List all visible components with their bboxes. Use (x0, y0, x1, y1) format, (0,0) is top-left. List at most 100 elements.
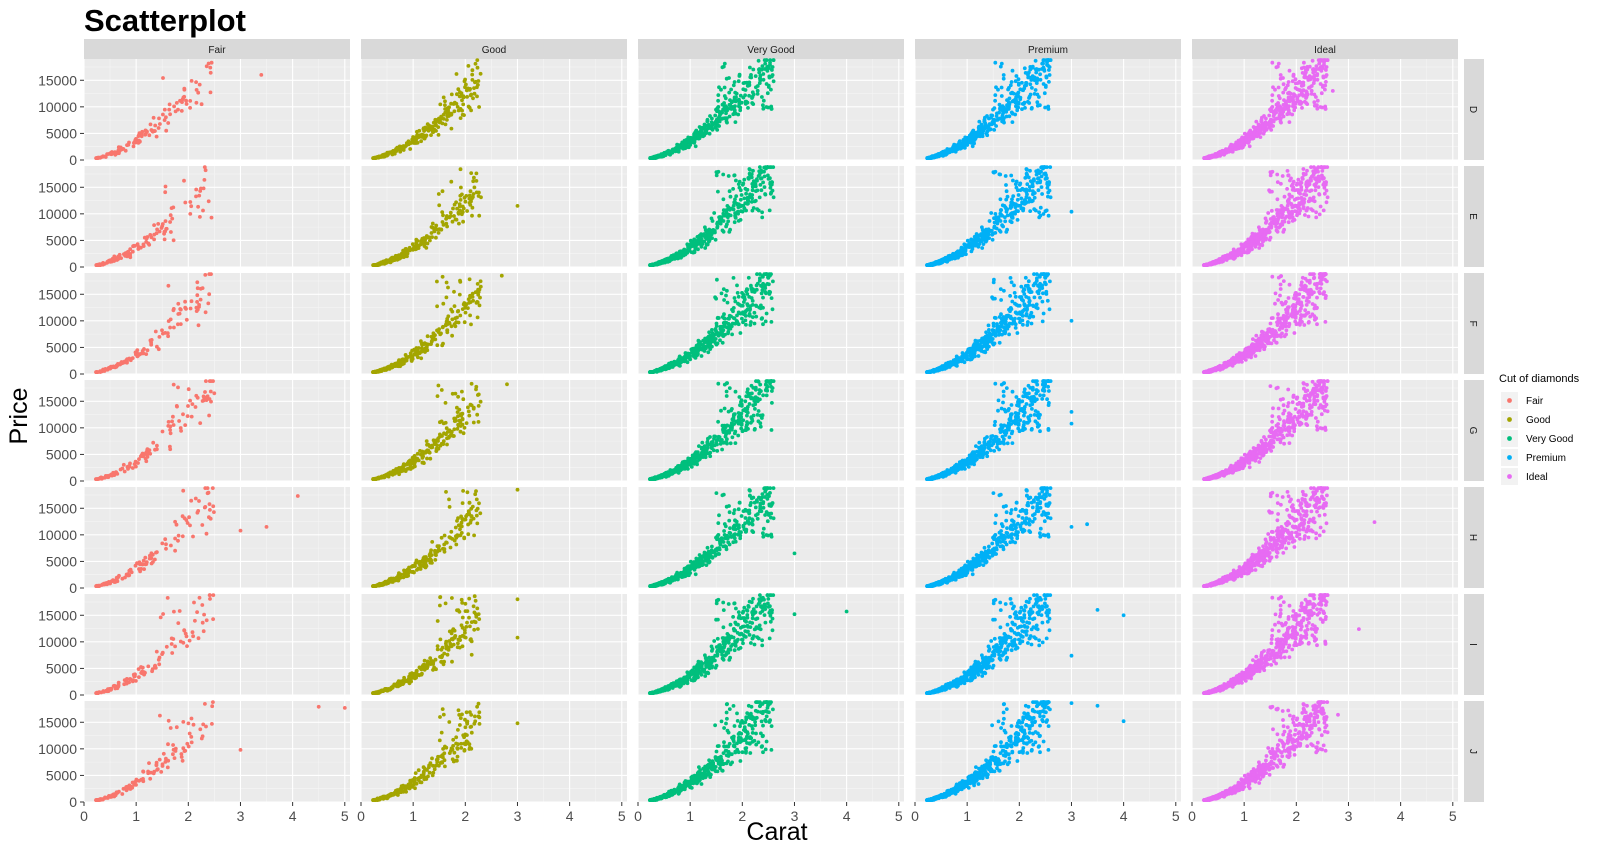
data-point (476, 404, 481, 408)
data-point (649, 370, 653, 374)
data-point (768, 290, 772, 295)
data-point (769, 296, 774, 300)
data-point (94, 691, 98, 695)
data-point (414, 675, 418, 680)
data-point (171, 637, 176, 641)
data-point (743, 314, 748, 318)
data-point (452, 427, 457, 432)
data-point (140, 671, 145, 676)
data-point (736, 79, 741, 84)
data-point (124, 572, 129, 577)
data-point (445, 114, 450, 119)
data-point (381, 259, 386, 264)
data-point (396, 467, 401, 471)
data-point (406, 139, 411, 144)
data-point (144, 240, 149, 244)
data-point (727, 102, 732, 107)
data-point (712, 211, 717, 215)
data-point (737, 97, 741, 102)
data-point (185, 521, 190, 525)
data-point (419, 666, 423, 670)
data-point (189, 735, 194, 739)
data-point (474, 171, 479, 176)
data-point (429, 133, 433, 138)
data-point (715, 221, 719, 226)
data-point (125, 359, 129, 363)
data-point (195, 280, 200, 285)
data-point (760, 215, 765, 220)
data-point (713, 237, 718, 242)
data-point (200, 620, 205, 625)
data-point (440, 274, 445, 279)
x-tick-label: 3 (514, 808, 522, 824)
data-point (724, 389, 729, 394)
data-point (188, 398, 193, 403)
data-point (152, 769, 157, 774)
data-point (444, 280, 449, 285)
data-point (686, 351, 690, 356)
data-point (443, 323, 448, 328)
data-point (171, 752, 175, 757)
data-point (706, 350, 711, 355)
data-point (177, 419, 182, 423)
data-point (424, 133, 429, 138)
data-point (731, 309, 735, 314)
data-point (708, 450, 713, 455)
data-point (438, 595, 443, 599)
data-point (385, 794, 390, 799)
data-point (725, 300, 730, 305)
data-point (722, 312, 726, 317)
data-point (206, 490, 211, 495)
data-point (671, 148, 676, 152)
data-point (455, 746, 460, 750)
data-point (413, 138, 417, 143)
data-point (722, 212, 727, 217)
data-point (443, 764, 447, 769)
data-point (461, 102, 466, 107)
data-point (727, 189, 732, 194)
data-point (168, 428, 173, 432)
data-point (211, 617, 216, 621)
data-point (721, 172, 726, 177)
data-point (121, 462, 126, 467)
data-point (441, 213, 445, 218)
data-point (157, 229, 162, 234)
data-point (395, 146, 400, 151)
data-point (707, 233, 712, 237)
x-tick-label: 4 (566, 808, 574, 824)
data-point (146, 771, 151, 776)
data-point (181, 95, 186, 100)
data-point (443, 122, 448, 127)
data-point (157, 757, 162, 762)
data-point (434, 235, 438, 240)
data-point (206, 199, 211, 204)
y-tick-label: 5000 (46, 446, 77, 462)
data-point (454, 735, 459, 740)
panel-very-good-f (637, 272, 904, 375)
data-point (724, 394, 729, 398)
data-point (464, 421, 469, 425)
data-point (179, 429, 184, 433)
data-point (203, 168, 208, 173)
data-point (469, 506, 474, 511)
data-point (475, 412, 480, 417)
data-point (212, 391, 217, 396)
data-point (458, 429, 463, 434)
data-point (166, 121, 171, 125)
data-point (757, 195, 762, 200)
data-point (452, 750, 457, 755)
data-point (462, 517, 467, 522)
data-point (411, 569, 416, 574)
data-point (741, 81, 746, 85)
strip-label-col-very-good: Very Good (747, 45, 794, 56)
data-point (452, 100, 457, 105)
data-point (764, 311, 769, 316)
data-point (139, 131, 144, 136)
data-point (109, 364, 113, 369)
data-point (189, 740, 194, 745)
data-point (462, 320, 467, 325)
data-point (437, 763, 441, 768)
data-point (149, 556, 154, 561)
data-point (769, 74, 774, 79)
data-point (452, 109, 457, 114)
